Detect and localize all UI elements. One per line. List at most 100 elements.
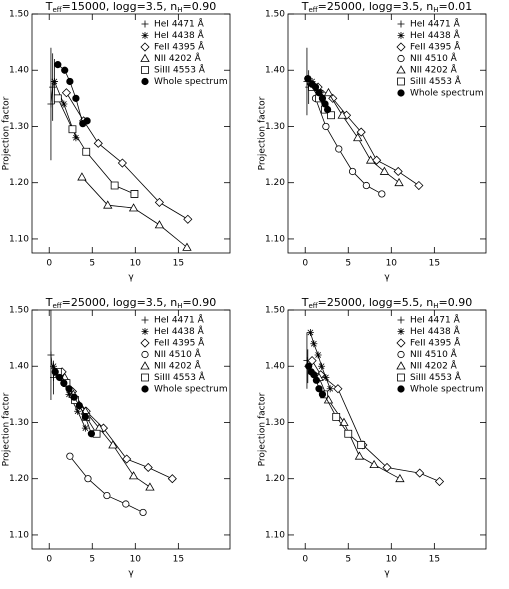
x-tick-label: 10 [386,259,398,269]
data-point [318,94,327,102]
data-point [74,407,82,415]
data-point [414,180,424,191]
data-point [53,94,62,103]
data-point [50,77,58,85]
data-point [378,190,386,198]
data-point [61,88,72,98]
data-point [65,385,73,393]
x-tick-label: 0 [302,259,308,269]
x-tick-label: 0 [46,259,52,269]
data-point [47,100,55,108]
data-point [51,368,59,376]
legend-label: FeII 4395 Å [410,41,461,53]
series-line [57,98,135,195]
x-tick-label: 5 [89,555,95,565]
y-tick-label: 1.40 [9,66,29,76]
title-text: =15000, logg=3.5, n [62,0,178,13]
chart-title: Teff=25000, logg=3.5, nH=0.90 [45,296,217,310]
legend-marker [397,328,405,335]
legend-marker [396,338,406,348]
data-point [167,474,177,484]
title-text: T [301,296,309,309]
legend-label: NII 4510 Å [410,52,458,64]
series-line [69,455,144,513]
data-point [103,492,111,500]
data-point [365,155,376,164]
title-text: =0.90 [183,296,217,309]
x-tick-label: 10 [386,555,398,565]
legend-label: HeI 4471 Å [154,314,205,326]
title-subscript: eff [52,302,61,310]
data-point [61,66,69,74]
data-point [65,390,73,398]
data-point [66,452,74,460]
legend-marker [140,361,150,370]
legend-label: Whole spectrum [410,89,484,99]
data-point [323,87,334,97]
legend-label: NII 4510 Å [154,348,202,360]
series-line [323,394,362,446]
legend-marker [397,77,405,86]
legend-marker [397,385,405,393]
data-point [81,413,89,421]
data-point [315,385,323,393]
legend-marker [141,385,149,393]
x-tick-label: 10 [130,259,142,269]
x-tick-label: 0 [302,555,308,565]
legend-marker [397,54,405,63]
data-point [183,214,193,224]
data-point [311,83,320,91]
series-line [57,64,88,125]
data-point [322,122,330,130]
legend-label: NII 4202 Å [154,360,202,372]
legend-label: SiIII 4553 Å [154,371,206,383]
x-tick-label: 5 [345,259,351,269]
y-tick-label: 1.20 [9,474,29,484]
data-point [122,454,132,464]
title-text: T [45,296,53,309]
x-tick-label: 15 [429,555,440,565]
title-text: =0.90 [183,0,217,13]
legend-label: HeI 4438 Å [154,325,205,337]
panel: Teff=25000, logg=5.5, nH=0.90 γ Projection… [258,296,487,579]
legend-marker [141,328,149,335]
legend-label: Whole spectrum [154,385,228,395]
legend-label: NII 4202 Å [410,64,458,76]
data-point [70,393,78,401]
title-subscript: H [433,302,438,310]
y-axis-label: Projection factor [258,96,268,170]
x-tick-label: 15 [173,259,184,269]
title-text: T [301,0,309,13]
data-point [110,181,119,190]
legend-marker [397,316,405,324]
data-point [75,402,83,410]
data-point [393,166,403,177]
data-point [357,441,366,449]
data-point [354,451,365,460]
legend-label: SiIII 4553 Å [154,64,206,76]
y-tick-label: 1.20 [265,474,285,484]
data-point [323,106,332,114]
data-point [182,242,192,251]
series-line [64,377,151,488]
data-point [60,379,68,387]
data-point [139,508,147,516]
data-point [66,77,74,86]
legend-label: NII 4510 Å [410,348,458,360]
data-point [304,75,312,83]
data-point [122,500,130,508]
data-point [356,127,366,137]
y-axis-label: Projection factor [258,392,268,466]
panel: Teff=15000, logg=3.5, nH=0.90 γ Projection… [2,0,231,283]
legend-marker [397,20,405,28]
data-point [372,155,382,165]
legend-marker [396,361,406,370]
legend-marker [140,42,150,52]
data-point [306,328,314,336]
data-point [49,83,57,91]
data-point [310,340,318,348]
data-point [362,181,370,190]
data-point [348,167,357,175]
legend-label: Whole spectrum [154,77,228,87]
